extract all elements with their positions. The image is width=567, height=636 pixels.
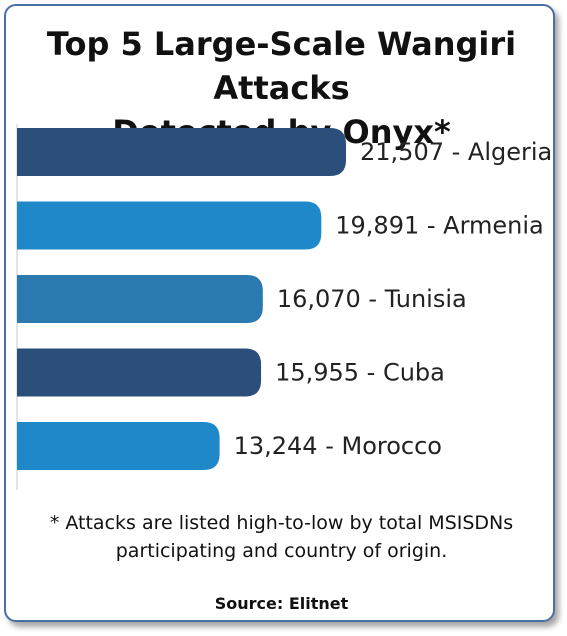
source-label: Source: Elitnet: [214, 594, 349, 613]
bar-label-tunisia: 16,070 - Tunisia: [277, 285, 467, 313]
bar-cuba: [17, 348, 262, 397]
footnote-line-1: * Attacks are listed high-to-low by tota…: [49, 512, 514, 534]
bar-label-armenia: 19,891 - Armenia: [335, 212, 544, 240]
bar-chart: 21,507 - Algeria 19,891 - Armenia 16,070 -…: [16, 124, 552, 490]
bar-armenia: [17, 201, 322, 250]
title-line-1: Top 5 Large-Scale Wangiri Attacks: [46, 25, 517, 107]
footnote: * Attacks are listed high-to-low by tota…: [6, 509, 557, 565]
bar-label-morocco: 13,244 - Morocco: [234, 432, 442, 460]
bar-tunisia: [17, 275, 263, 323]
bar-label-cuba: 15,955 - Cuba: [275, 359, 445, 387]
bar-algeria: [17, 128, 346, 176]
chart-card: Top 5 Large-Scale Wangiri Attacks Detect…: [4, 4, 555, 622]
bar-label-algeria: 21,507 - Algeria: [360, 138, 552, 166]
chart-title: Top 5 Large-Scale Wangiri Attacks Detect…: [6, 22, 557, 154]
footnote-line-2: participating and country of origin.: [115, 540, 448, 562]
bar-morocco: [17, 422, 220, 470]
